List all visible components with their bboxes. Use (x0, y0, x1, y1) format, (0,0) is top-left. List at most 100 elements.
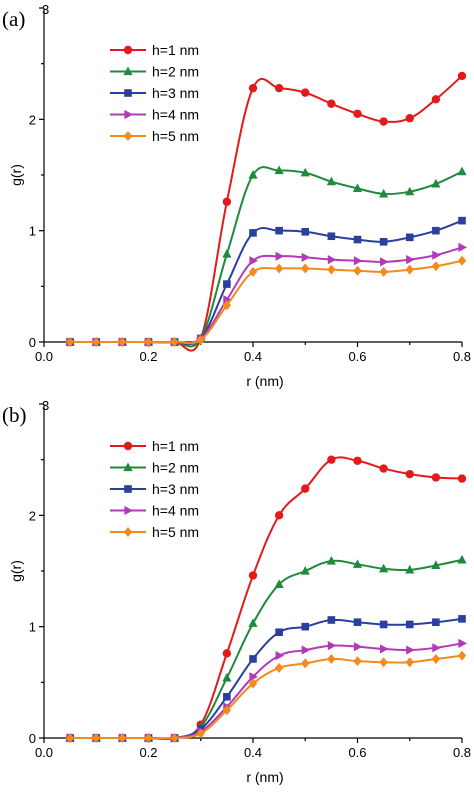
data-point (353, 456, 362, 465)
data-point (249, 672, 258, 682)
data-point (274, 83, 284, 93)
legend-label: h=5 nm (152, 524, 199, 540)
data-point (301, 658, 310, 669)
data-point (65, 337, 75, 347)
legend-marker (123, 131, 133, 141)
data-point (457, 650, 467, 661)
data-point (92, 733, 101, 743)
data-point (405, 469, 414, 479)
data-point (405, 186, 415, 196)
series-line (70, 246, 463, 344)
data-point (300, 167, 310, 177)
data-point (223, 693, 231, 701)
data-point (406, 645, 415, 655)
data-point (327, 232, 336, 241)
data-point (327, 653, 336, 664)
data-point (405, 264, 414, 275)
x-axis-title: r (nm) (246, 373, 283, 389)
data-point (222, 672, 232, 682)
series-line (70, 219, 463, 346)
data-point (274, 263, 284, 274)
data-point (379, 238, 388, 246)
y-tick-label: 1 (29, 620, 36, 635)
data-point (353, 109, 362, 118)
data-point (431, 261, 441, 272)
data-point (274, 165, 284, 175)
data-point (118, 337, 127, 347)
data-point (352, 183, 363, 192)
data-point (457, 554, 467, 564)
y-tick-label: 3 (42, 398, 49, 413)
data-point (274, 511, 284, 520)
data-point (353, 265, 362, 276)
data-point (275, 628, 283, 637)
data-point (301, 252, 311, 262)
data-point (326, 176, 336, 186)
data-point (275, 251, 285, 261)
legend-marker (124, 505, 133, 516)
data-point (406, 255, 415, 265)
x-tick-label: 0.8 (453, 349, 471, 364)
y-tick-label: 2 (29, 508, 36, 523)
data-point (431, 473, 441, 482)
data-point (248, 266, 258, 277)
legend-label: h=3 nm (152, 85, 199, 101)
y-tick-label: 0 (29, 335, 36, 350)
data-point (432, 226, 440, 235)
y-tick-label: 2 (29, 112, 36, 127)
series-h-1-nm (65, 455, 467, 743)
x-tick-label: 0.6 (348, 745, 366, 760)
data-point (222, 197, 232, 206)
data-point (458, 216, 466, 225)
series-h-5-nm (65, 255, 467, 347)
data-point (379, 563, 389, 573)
legend-label: h=1 nm (152, 438, 199, 454)
x-axis-title: r (nm) (246, 769, 283, 785)
y-tick-label: 3 (42, 2, 49, 17)
series-line (70, 617, 463, 740)
data-point (248, 83, 258, 93)
data-point (405, 620, 414, 629)
data-point (431, 653, 441, 664)
data-point (274, 662, 284, 673)
data-point (352, 559, 363, 568)
panel-label: (b) (2, 403, 27, 427)
y-tick-label: 1 (29, 224, 36, 239)
data-point (196, 334, 205, 345)
data-point (405, 564, 415, 574)
y-tick-label: 0 (29, 731, 36, 746)
data-point (275, 226, 283, 235)
data-point (327, 255, 337, 265)
data-point (380, 644, 389, 654)
legend: h=1 nm h=2 nm h=3 nm h=4 nm h=5 nm (110, 42, 199, 144)
data-point (301, 622, 310, 631)
data-point (170, 733, 179, 743)
series-h-3-nm (66, 216, 466, 346)
data-point (379, 188, 389, 198)
data-point (301, 645, 311, 655)
data-point (405, 233, 414, 242)
data-point (196, 728, 205, 739)
data-point (144, 337, 153, 347)
data-point (353, 618, 362, 627)
legend-marker (123, 66, 133, 76)
data-point (301, 263, 310, 274)
data-point (405, 114, 414, 123)
x-tick-label: 0.6 (348, 349, 366, 364)
data-point (248, 571, 258, 580)
x-tick-label: 0.4 (244, 745, 262, 760)
data-point (458, 615, 466, 623)
data-point (380, 257, 389, 267)
data-point (222, 649, 232, 658)
legend-label: h=2 nm (152, 460, 199, 476)
legend-marker (123, 45, 133, 55)
series-h-5-nm (65, 650, 467, 743)
legend-marker (124, 485, 132, 493)
data-point (301, 227, 310, 236)
data-point (301, 88, 310, 97)
data-point (458, 638, 467, 648)
data-point (432, 250, 441, 260)
data-point (222, 300, 232, 311)
data-point (248, 678, 258, 689)
